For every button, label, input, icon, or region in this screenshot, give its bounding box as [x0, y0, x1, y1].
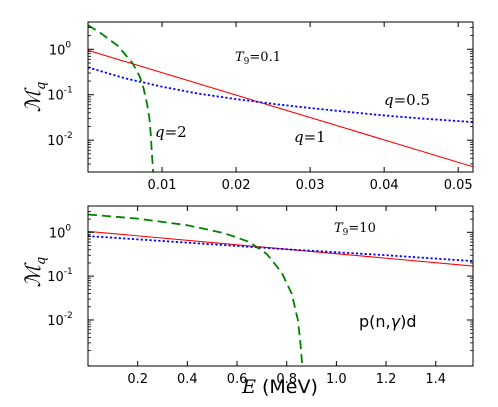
x-tick-label: 0.03	[296, 178, 325, 193]
annotation-q05: q=0.5	[384, 91, 430, 109]
x-tick-label: 1.2	[376, 372, 397, 387]
y-tick-label: 100	[49, 223, 72, 241]
y-tick-label: 10-2	[47, 131, 73, 149]
x-tick-label: 0.8	[276, 372, 297, 387]
y-tick-label: 10-1	[47, 86, 73, 104]
panel-bottom: 0.2 0.4 0.6 0.8 1.0 1.2 1.4 100 10-1 10-2 ℳq T9=1…	[21, 205, 474, 398]
y-tick-label: 100	[49, 40, 72, 58]
series-line-q05-bot	[88, 235, 473, 263]
annotation-t9-top: T9=0.1	[235, 50, 281, 67]
annotation-q1: q=1	[294, 128, 326, 146]
axes-frame-bottom	[87, 205, 474, 367]
x-tick-label: 1.4	[425, 372, 446, 387]
panel-top: 0.01 0.02 0.03 0.04 0.05 100 10-1 10-2 ℳq T9=0.…	[21, 21, 474, 193]
x-tick-label: 0.2	[127, 372, 148, 387]
annotation-t9-bottom: T9=10	[334, 221, 376, 238]
x-tick-label: 0.01	[148, 178, 177, 193]
annotation-q2: q=2	[155, 123, 187, 141]
series-line-q1-top	[88, 49, 473, 168]
y-axis-label-bottom: ℳq	[21, 257, 49, 288]
annotation-reaction: p(n,γ)d	[359, 312, 417, 331]
series-line-q1-bot	[88, 230, 473, 267]
x-tick-label: 1.0	[326, 372, 347, 387]
y-tick-label: 10-1	[47, 267, 73, 285]
x-tick-label: 0.4	[177, 372, 198, 387]
y-axis-label-top: ℳq	[21, 82, 49, 113]
series-line-q2-top	[88, 24, 155, 172]
x-tick-label: 0.02	[222, 178, 251, 193]
x-tick-label: 0.04	[370, 178, 399, 193]
x-axis-label: E (MeV)	[241, 376, 318, 398]
y-tick-label: 10-2	[47, 311, 73, 329]
series-line-q05-top	[88, 66, 473, 123]
x-tick-label: 0.05	[444, 178, 473, 193]
series-line-q2-bot	[88, 213, 304, 364]
x-tick-label: 0.6	[227, 372, 248, 387]
